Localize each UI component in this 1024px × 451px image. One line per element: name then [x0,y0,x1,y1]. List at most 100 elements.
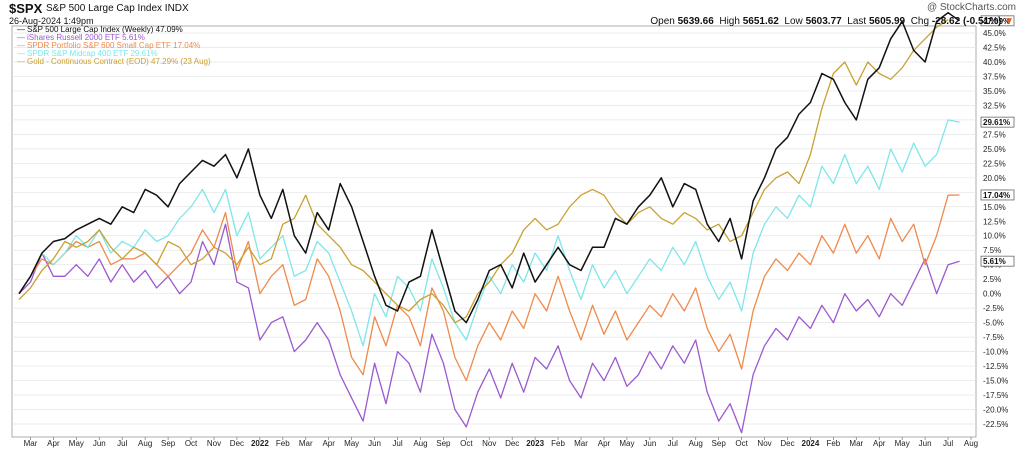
x-tick-label: Aug [413,439,427,448]
x-tick-label: 2024 [802,439,820,448]
x-tick-label: Jul [392,439,402,448]
y-tick-label: 12.5% [983,217,1006,226]
symbol-exchange: INDX [164,3,189,14]
plot-area [11,25,977,438]
last-value-tags: 47.09% 29.61% 17.04% 5.61% [980,15,1015,267]
last-value-tag-sly: 17.04% [980,189,1015,201]
y-tick-label: -12.5% [983,362,1008,371]
y-tick-label: -10.0% [983,348,1008,357]
x-tick-label: Nov [482,439,496,448]
high-value: 5651.62 [742,16,779,27]
y-tick-label: 2.5% [983,275,1001,284]
x-tick-label: Apr [322,439,335,448]
series-line-iwm [18,223,960,434]
x-tick-label: Jul [943,439,953,448]
x-tick-label: May [619,439,634,448]
legend-label: Gold - Continuous Contract (EOD) 47.29% … [27,57,211,66]
x-tick-label: Oct [735,439,748,448]
x-tick-label: Jul [668,439,678,448]
x-tick-label: Mar [849,439,863,448]
chart-legend: — S&P 500 Large Cap Index (Weekly) 47.09%… [17,26,211,66]
x-tick-label: May [69,439,84,448]
legend-swatch-icon: — [17,41,25,50]
y-tick-label: 40.0% [983,58,1006,67]
x-tick-label: Jun [919,439,932,448]
chart-symbol[interactable]: $SPX [9,1,43,16]
legend-swatch-icon: — [17,57,25,66]
legend-swatch-icon: — [17,33,25,42]
legend-item-iwm[interactable]: — iShares Russell 2000 ETF 5.61% [17,34,211,42]
open-value: 5639.66 [677,16,714,27]
legend-item-spx[interactable]: — S&P 500 Large Cap Index (Weekly) 47.09% [17,26,211,34]
x-tick-label: Oct [185,439,198,448]
x-tick-label: Dec [230,439,244,448]
last-value-text: 5.61% [983,257,1006,266]
x-tick-label: Jun [643,439,656,448]
x-tick-label: Nov [207,439,221,448]
x-tick-label: Jul [117,439,127,448]
series-line-spx [18,11,960,324]
last-value-text: 17.04% [983,191,1010,200]
y-tick-label: 0.0% [983,290,1001,299]
legend-label: SPDR Portfolio S&P 600 Small Cap ETF 17.… [27,41,201,50]
y-tick-label: 32.5% [983,101,1006,110]
down-arrow-icon: ▼ [1004,16,1014,27]
legend-item-sly[interactable]: — SPDR Portfolio S&P 600 Small Cap ETF 17… [17,42,211,50]
legend-label: iShares Russell 2000 ETF 5.61% [27,33,145,42]
x-tick-label: Mar [24,439,38,448]
y-tick-label: 7.5% [983,246,1001,255]
chg-value: -28.62 (-0.51%) [931,16,1002,27]
y-tick-label: 45.0% [983,29,1006,38]
x-tick-label: Apr [873,439,886,448]
last-label: Last [847,16,867,27]
x-tick-label: Jun [368,439,381,448]
series-lines [18,11,960,434]
last-value: 5605.99 [868,16,906,27]
symbol-description: S&P 500 Large Cap Index INDX [46,3,189,14]
last-value-tag-iwm: 5.61% [980,255,1015,267]
ohlc-readout: Open 5639.66 High 5651.62 Low 5603.77 La… [0,16,1014,27]
y-tick-label: -2.5% [983,304,1004,313]
stockcharts-watermark: @ StockCharts.com [926,2,1016,13]
open-label: Open [650,16,675,27]
series-line-mdy [18,119,960,347]
last-value-text: 29.61% [983,118,1010,127]
x-tick-label: Mar [299,439,313,448]
x-tick-label: Oct [460,439,473,448]
chg-label: Chg [910,16,930,27]
y-tick-label: 25.0% [983,145,1006,154]
x-tick-label: Feb [826,439,840,448]
legend-label: SPDR S&P Midcap 400 ETF 29.61% [27,49,158,58]
legend-item-mdy[interactable]: — SPDR S&P Midcap 400 ETF 29.61% [17,50,211,58]
symbol-name: S&P 500 Large Cap Index [46,3,163,14]
plot-frame [11,25,977,438]
legend-label: S&P 500 Large Cap Index (Weekly) 47.09% [27,25,183,34]
legend-item-gold[interactable]: — Gold - Continuous Contract (EOD) 47.29%… [17,58,211,66]
y-tick-label: 35.0% [983,87,1006,96]
y-tick-label: -20.0% [983,406,1008,415]
y-tick-label: 20.0% [983,174,1006,183]
y-tick-label: -15.0% [983,377,1008,386]
x-tick-label: Sep [436,439,451,448]
y-tick-label: 37.5% [983,72,1006,81]
x-tick-label: Sep [161,439,176,448]
legend-swatch-icon: — [17,49,25,58]
y-tick-label: 15.0% [983,203,1006,212]
x-tick-label: Aug [964,439,978,448]
y-tick-label: -5.0% [983,319,1004,328]
x-tick-label: Aug [689,439,703,448]
x-tick-label: 2022 [251,439,269,448]
x-tick-label: Feb [276,439,290,448]
chart-datetime: 26-Aug-2024 1:49pm [9,16,94,26]
y-tick-label: 27.5% [983,130,1006,139]
legend-swatch-icon: — [17,25,25,34]
x-tick-label: Feb [551,439,565,448]
y-tick-label: -22.5% [983,420,1008,429]
x-tick-label: Sep [712,439,727,448]
x-tick-label: Dec [505,439,519,448]
x-tick-label: Apr [598,439,611,448]
series-line-sly [18,194,960,382]
y-axis: 45.0%42.5%40.0%37.5%35.0%32.5%30.0%27.5%… [983,29,1008,429]
x-tick-label: Nov [757,439,771,448]
